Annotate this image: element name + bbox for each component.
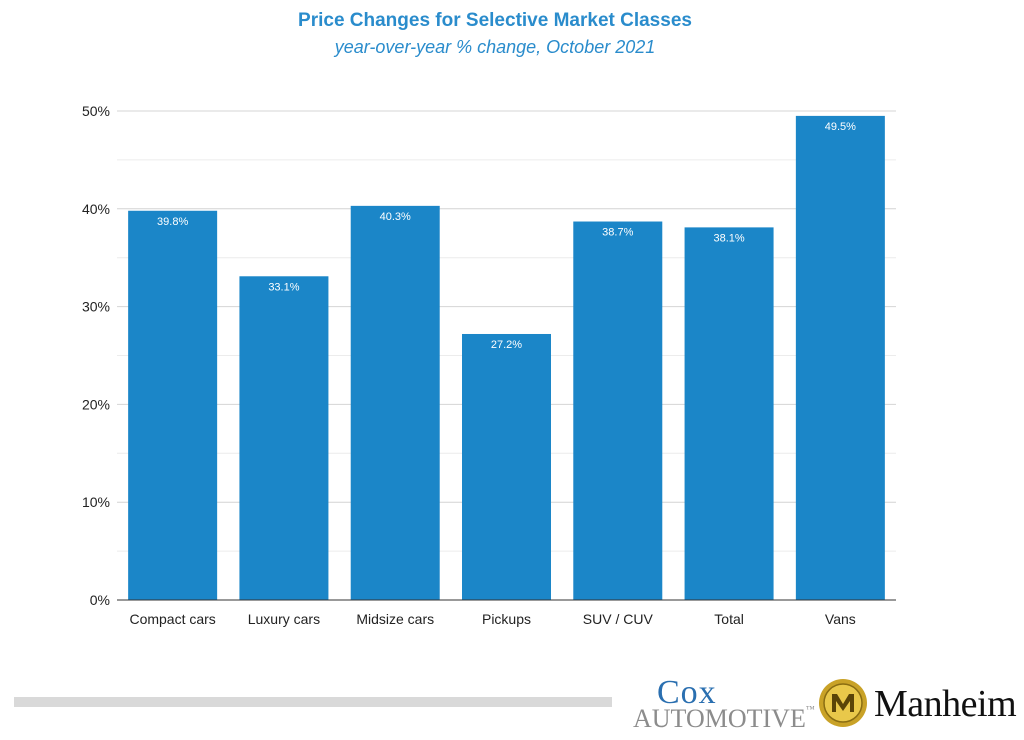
x-tick-label: Pickups <box>482 611 531 627</box>
x-tick-label: Midsize cars <box>356 611 434 627</box>
footer-divider <box>14 697 612 707</box>
x-tick-label: Luxury cars <box>248 611 320 627</box>
chart-titles: Price Changes for Selective Market Class… <box>0 8 990 60</box>
bar <box>239 276 329 600</box>
bar <box>462 333 551 600</box>
chart-subtitle: year-over-year % change, October 2021 <box>334 37 656 57</box>
x-tick-label: Vans <box>825 611 856 627</box>
manheim-emblem-icon <box>819 679 867 727</box>
bar-data-label: 38.1% <box>713 232 744 244</box>
cox-logo-automotive: AUTOMOTIVE™ <box>633 704 815 734</box>
chart-title: Price Changes for Selective Market Class… <box>298 10 692 31</box>
y-tick-label: 0% <box>90 592 110 608</box>
y-tick-label: 30% <box>82 299 110 315</box>
cox-logo-word: Cox <box>657 674 717 711</box>
x-tick-label: Total <box>714 611 744 627</box>
bar-data-label: 38.7% <box>602 227 633 239</box>
bar-data-label: 39.8% <box>157 216 188 228</box>
bar <box>128 210 218 601</box>
y-tick-label: 40% <box>82 201 110 217</box>
manheim-logo: Manheim <box>818 678 1024 730</box>
y-tick-label: 50% <box>82 103 110 119</box>
bar-data-label: 27.2% <box>491 339 522 351</box>
cox-logo-automotive-text: AUTOMOTIVE <box>633 704 806 733</box>
bar-chart: 0% 10% 20% 30% 40% 50% 39.8% Compact cars 33.1% L… <box>82 103 896 627</box>
y-tick-label: 10% <box>82 494 110 510</box>
y-tick-label: 20% <box>82 396 110 412</box>
bar-data-label: 49.5% <box>825 121 856 133</box>
cox-logo-tm: ™ <box>805 704 815 714</box>
bar <box>684 227 774 600</box>
bar <box>573 221 663 600</box>
bar-data-label: 40.3% <box>380 211 411 223</box>
x-tick-label: Compact cars <box>129 611 215 627</box>
bar-data-label: 33.1% <box>268 281 299 293</box>
bar <box>795 115 885 600</box>
cox-automotive-logo: Cox AUTOMOTIVE™ <box>633 674 815 733</box>
manheim-wordmark: Manheim <box>874 683 1017 725</box>
x-tick-label: SUV / CUV <box>583 611 654 627</box>
bar <box>350 205 440 600</box>
